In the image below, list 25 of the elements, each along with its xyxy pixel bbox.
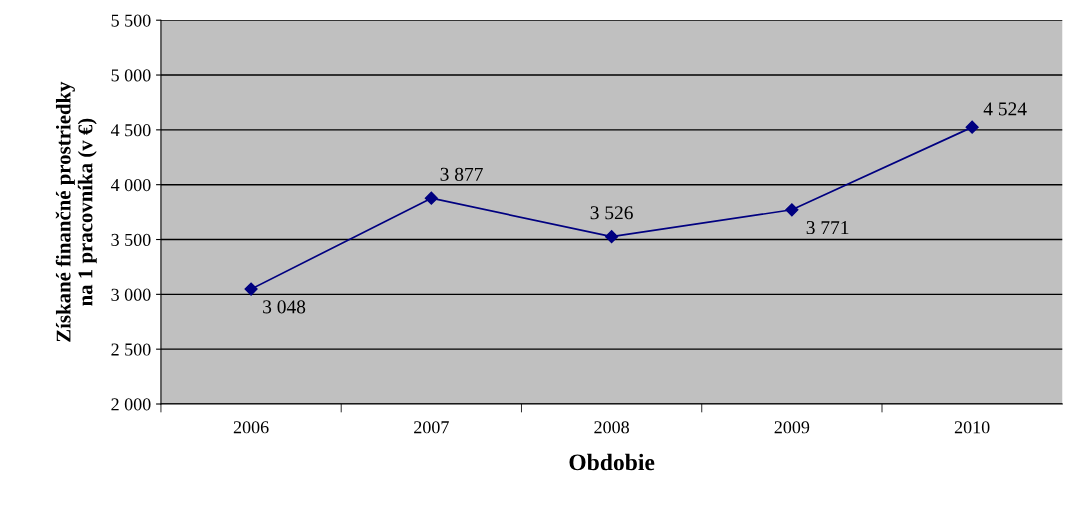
x-axis-title: Obdobie xyxy=(569,453,655,471)
point xyxy=(605,230,619,244)
y-axis-title: Získané finančné prostriedky na 1 pracovníka (v €) xyxy=(55,81,97,342)
data-label: 3 048 xyxy=(263,300,306,314)
point xyxy=(785,203,799,217)
y-tick-label: 4 000 xyxy=(110,178,151,192)
x-tick-label: 2009 xyxy=(774,421,810,434)
x-tick-label: 2010 xyxy=(954,421,990,434)
y-tick-label: 3 500 xyxy=(111,233,151,246)
point xyxy=(244,282,258,296)
point xyxy=(424,191,438,205)
y-tick-label: 5 500 xyxy=(111,14,151,27)
point xyxy=(965,120,979,134)
y-tick-label: 4 500 xyxy=(110,124,151,137)
x-tick-label: 2008 xyxy=(594,421,629,434)
y-tick-label: 2 500 xyxy=(111,343,151,356)
data-label: 3 771 xyxy=(806,221,849,235)
y-tick-label: 2 000 xyxy=(111,398,151,411)
data-label: 3 526 xyxy=(590,206,633,220)
y-tick-label: 5 000 xyxy=(111,69,151,82)
y-tick-label: 3 000 xyxy=(111,288,151,301)
data-label: 4 524 xyxy=(983,102,1027,116)
x-tick-label: 2007 xyxy=(414,421,449,434)
data-label: 3 877 xyxy=(440,167,483,181)
x-tick-label: 2006 xyxy=(233,421,269,434)
